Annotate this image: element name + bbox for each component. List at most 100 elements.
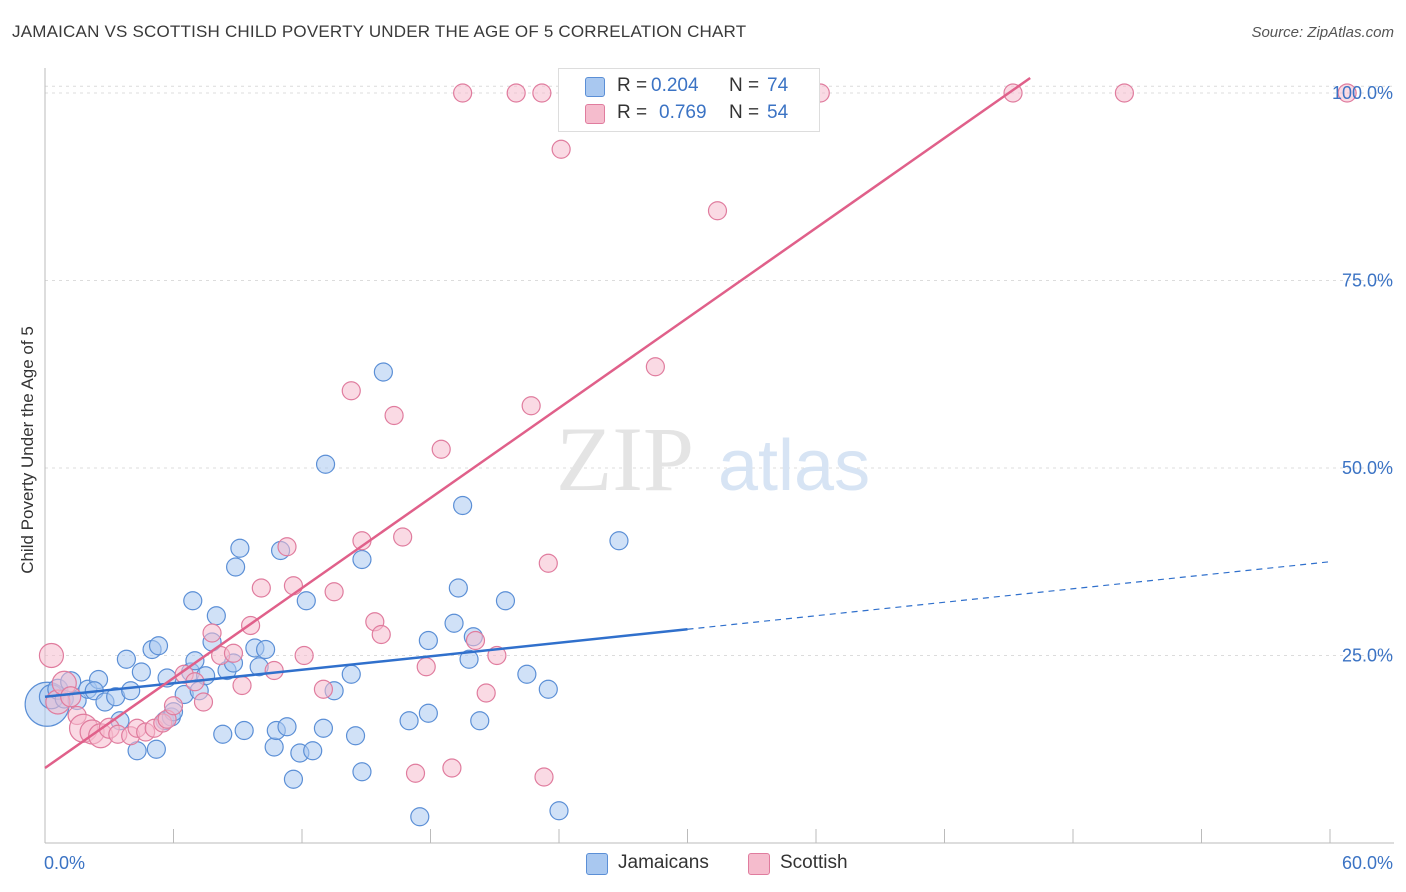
jamaicans-point xyxy=(495,591,516,611)
jamaicans-point xyxy=(609,531,629,551)
jamaicans-swatch xyxy=(586,853,608,875)
scottish-point xyxy=(538,553,558,573)
scottish-point xyxy=(38,642,65,669)
jamaicans-point xyxy=(345,726,366,746)
jamaicans-point xyxy=(121,681,141,701)
jamaicans-point xyxy=(444,613,464,633)
scottish-point xyxy=(707,201,728,221)
jamaicans-point xyxy=(538,679,558,699)
scottish-swatch xyxy=(748,853,770,875)
jamaicans-point xyxy=(226,557,246,577)
scottish-point xyxy=(223,643,244,663)
jamaicans-point xyxy=(234,720,254,741)
n-label: N = xyxy=(729,102,760,123)
n-label: N = xyxy=(729,75,760,96)
scottish-point xyxy=(371,624,391,645)
legend-label-scottish: Scottish xyxy=(780,852,848,873)
jamaicans-point xyxy=(549,801,569,821)
y-tick-label: 75.0% xyxy=(1342,271,1393,291)
y-axis-label-wrap: Child Poverty Under the Age of 5 xyxy=(14,300,42,600)
jamaicans-point xyxy=(399,711,419,731)
y-tick-label: 50.0% xyxy=(1342,458,1393,478)
jamaicans-point xyxy=(517,664,537,684)
jamaicans-point xyxy=(313,718,334,738)
scottish-point xyxy=(193,692,214,712)
scottish-point xyxy=(521,396,541,416)
y-tick-label: 25.0% xyxy=(1342,646,1393,666)
scottish-point xyxy=(232,675,252,696)
r-label: R = xyxy=(617,102,648,123)
scottish-point xyxy=(324,582,344,602)
tick-labels: 25.0% 50.0% 75.0% 100.0% 0.0% 60.0% xyxy=(44,83,1393,873)
scottish-point xyxy=(251,578,271,598)
jamaicans-point xyxy=(418,630,438,651)
jamaicans-point xyxy=(303,741,323,761)
scottish-point xyxy=(202,623,222,643)
scottish-point xyxy=(431,439,451,459)
jamaicans-point xyxy=(283,769,304,789)
scottish-point xyxy=(1337,83,1357,103)
watermark-atlas: atlas xyxy=(718,426,870,506)
scottish-point xyxy=(294,645,314,666)
n-value: 74 xyxy=(767,75,789,96)
scottish-point xyxy=(264,660,284,681)
jamaicans-trend-line xyxy=(44,628,688,698)
jamaicans-point xyxy=(459,649,479,669)
scottish-point xyxy=(465,630,486,651)
scottish-point xyxy=(506,83,526,103)
scottish-point xyxy=(453,83,473,103)
jamaicans-point xyxy=(448,578,468,598)
jamaicans-point xyxy=(230,538,250,558)
jamaicans-point xyxy=(146,739,166,759)
scottish-point xyxy=(277,537,297,557)
scottish-points xyxy=(38,83,1357,787)
x-tick-label: 60.0% xyxy=(1342,853,1393,873)
r-label: R = xyxy=(617,75,648,96)
x-tick-label: 0.0% xyxy=(44,853,85,873)
scottish-point xyxy=(551,139,571,159)
jamaicans-point xyxy=(255,639,276,660)
trend-lines xyxy=(44,76,1331,770)
scottish-point xyxy=(60,686,82,708)
jamaicans-point xyxy=(148,636,169,656)
jamaicans-point xyxy=(315,454,336,474)
legend-label-jamaicans: Jamaicans xyxy=(618,852,709,873)
scottish-point xyxy=(313,679,334,699)
n-value: 54 xyxy=(767,102,789,123)
jamaicans-point xyxy=(418,703,438,723)
scottish-trend-line xyxy=(44,76,1031,770)
scottish-point xyxy=(341,381,361,401)
scottish-point xyxy=(163,696,184,716)
jamaicans-point xyxy=(206,606,226,626)
scottish-point xyxy=(442,758,462,778)
jamaicans-point xyxy=(352,762,372,782)
jamaicans-point xyxy=(213,724,233,744)
watermark: ZIP atlas xyxy=(556,408,870,510)
jamaicans-point xyxy=(296,591,316,611)
jamaicans-point xyxy=(183,591,203,611)
watermark-zip: ZIP xyxy=(556,408,694,510)
jamaicans-point xyxy=(264,737,284,757)
jamaicans-swatch xyxy=(585,77,605,97)
jamaicans-point xyxy=(341,664,361,684)
jamaicans-point xyxy=(352,549,372,570)
jamaicans-point xyxy=(116,649,136,669)
jamaicans-point xyxy=(277,717,297,737)
scottish-point xyxy=(283,576,304,596)
jamaicans-point xyxy=(373,362,393,382)
scottish-point xyxy=(534,767,554,787)
jamaicans-point xyxy=(453,495,473,516)
scottish-point xyxy=(405,763,426,783)
r-value: 0.769 xyxy=(659,102,707,123)
grid-lines xyxy=(45,85,1394,656)
scottish-point xyxy=(476,683,496,703)
jamaicans-trend-extension xyxy=(687,561,1331,630)
r-value: 0.204 xyxy=(651,75,699,96)
scottish-point xyxy=(532,83,552,103)
scottish-point xyxy=(1003,83,1023,103)
source-label: Source: ZipAtlas.com xyxy=(1251,24,1394,41)
scottish-point xyxy=(384,405,404,426)
scottish-point xyxy=(393,527,413,547)
jamaicans-point xyxy=(131,662,151,682)
